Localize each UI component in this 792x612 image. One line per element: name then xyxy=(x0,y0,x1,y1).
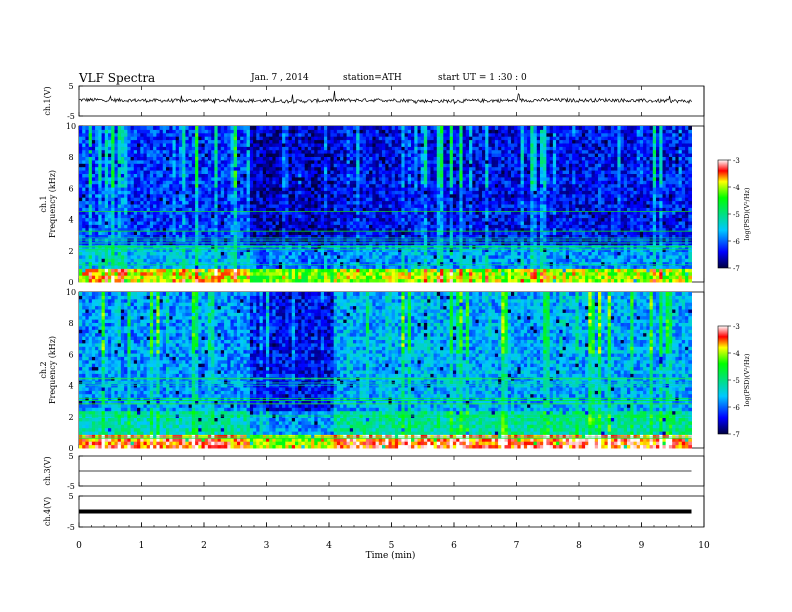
xtick-label: 3 xyxy=(264,541,270,551)
panel-ch2-spectrogram: ch.2 Frequency (kHz) log(PSD)(V²/Hz) xyxy=(39,291,751,449)
colorbar-tick-label: -4 xyxy=(733,350,740,358)
colorbar-label: log(PSD)(V²/Hz) xyxy=(743,353,751,406)
date-label: Jan. 7 , 2014 xyxy=(251,73,309,83)
ytick-label: -5 xyxy=(67,523,75,532)
xtick-label: 8 xyxy=(576,541,582,551)
spectrogram-cells xyxy=(79,126,692,283)
ytick-label: 8 xyxy=(68,319,73,328)
colorbar-tick-label: -5 xyxy=(733,377,740,385)
ytick-label: 0 xyxy=(68,444,73,453)
colorbar-tick-label: -5 xyxy=(733,211,740,219)
ylabel-ch2-spectrogram: Frequency (kHz) xyxy=(48,336,57,404)
colorbar-tick-label: -3 xyxy=(733,323,740,331)
spectrogram-cells xyxy=(79,292,692,449)
ch1-waveform-line xyxy=(78,90,692,105)
ylabel-ch1-waveform: ch.1(V) xyxy=(43,86,52,115)
xtick-label: 0 xyxy=(76,541,82,551)
ylabel-ch1-spectrogram: Frequency (kHz) xyxy=(48,170,57,238)
xtick-label: 5 xyxy=(389,541,395,551)
colorbar xyxy=(717,325,729,435)
ytick-label: 10 xyxy=(66,288,76,297)
ytick-label: 4 xyxy=(68,382,73,391)
ytick-label: 5 xyxy=(68,82,73,91)
colorbar-tick-label: -4 xyxy=(733,184,740,192)
ytick-label: -5 xyxy=(67,482,75,491)
ytick-label: 6 xyxy=(68,350,73,359)
colorbar-tick-label: -7 xyxy=(733,431,740,439)
xtick-label: 10 xyxy=(698,541,710,551)
ytick-label: 4 xyxy=(68,216,73,225)
colorbar-tick-label: -7 xyxy=(733,265,740,273)
panel-ch4-waveform: ch.4(V) xyxy=(43,495,705,528)
xtick-label: 6 xyxy=(451,541,457,551)
station-label: station=ATH xyxy=(343,73,402,83)
ytick-label: 10 xyxy=(66,122,76,131)
colorbar xyxy=(717,159,729,269)
xtick-label: 2 xyxy=(201,541,207,551)
panel-ch1-waveform: ch.1(V) xyxy=(43,85,705,117)
ytick-label: 2 xyxy=(68,247,73,256)
ylabel-ch2-spectrogram: ch.2 xyxy=(39,361,48,378)
xtick-label: 1 xyxy=(139,541,145,551)
xtick-label: 7 xyxy=(514,541,520,551)
ytick-label: 8 xyxy=(68,153,73,162)
colorbar-tick-label: -3 xyxy=(733,157,740,165)
colorbar-tick-label: -6 xyxy=(733,404,740,412)
xaxis-label: Time (min) xyxy=(366,550,416,561)
ytick-label: 2 xyxy=(68,413,73,422)
start-time-label: start UT = 1 :30 : 0 xyxy=(438,73,527,83)
colorbar-label: log(PSD)(V²/Hz) xyxy=(743,187,751,240)
ytick-label: 6 xyxy=(68,184,73,193)
xtick-label: 9 xyxy=(639,541,645,551)
ylabel-ch1-spectrogram: ch.1 xyxy=(39,195,48,212)
xtick-label: 4 xyxy=(326,541,332,551)
ytick-label: -5 xyxy=(67,112,75,121)
ytick-label: 5 xyxy=(68,452,73,461)
panel-ch3-waveform: ch.3(V) xyxy=(43,455,705,487)
ytick-label: 5 xyxy=(68,492,73,501)
panel-ch1-spectrogram: ch.1 Frequency (kHz) log(PSD)(V²/Hz) xyxy=(39,125,751,283)
figure-title: VLF Spectra xyxy=(79,71,156,85)
colorbar-tick-label: -6 xyxy=(733,238,740,246)
ylabel-ch4-waveform: ch.4(V) xyxy=(43,497,52,526)
ytick-label: 0 xyxy=(68,278,73,287)
ylabel-ch3-waveform: ch.3(V) xyxy=(43,456,52,485)
